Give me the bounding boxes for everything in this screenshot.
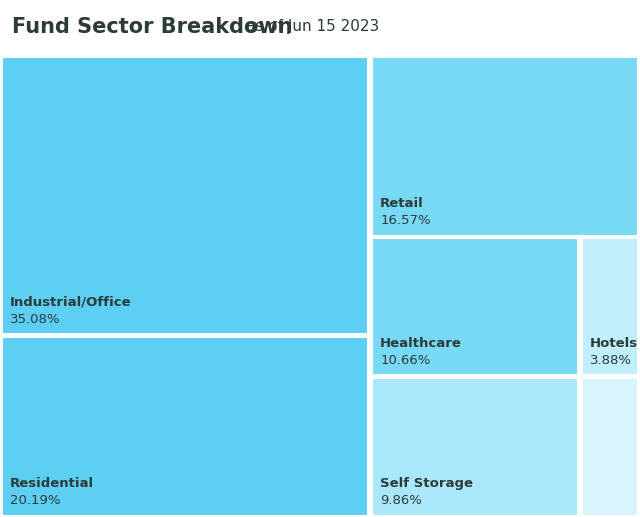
Text: Industrial/Office: Industrial/Office bbox=[10, 295, 132, 308]
Text: 16.57%: 16.57% bbox=[380, 215, 431, 227]
Bar bbox=[582, 238, 638, 375]
Bar bbox=[582, 378, 638, 515]
Text: Residential: Residential bbox=[10, 477, 94, 490]
Text: 3.88%: 3.88% bbox=[590, 354, 632, 367]
Bar bbox=[2, 57, 368, 334]
Text: 20.19%: 20.19% bbox=[10, 494, 61, 507]
Bar bbox=[372, 378, 578, 515]
Bar bbox=[372, 57, 638, 236]
Text: Retail: Retail bbox=[380, 197, 424, 210]
Text: Fund Sector Breakdown: Fund Sector Breakdown bbox=[12, 17, 292, 37]
Text: Self Storage: Self Storage bbox=[380, 477, 473, 490]
Text: 10.66%: 10.66% bbox=[380, 354, 431, 367]
Text: Healthcare: Healthcare bbox=[380, 337, 462, 349]
Bar bbox=[2, 337, 368, 515]
Text: as of Jun 15 2023: as of Jun 15 2023 bbox=[246, 19, 380, 34]
Bar bbox=[372, 238, 578, 375]
Text: Hotels: Hotels bbox=[590, 337, 638, 349]
Text: 9.86%: 9.86% bbox=[380, 494, 422, 507]
Text: 35.08%: 35.08% bbox=[10, 313, 61, 326]
